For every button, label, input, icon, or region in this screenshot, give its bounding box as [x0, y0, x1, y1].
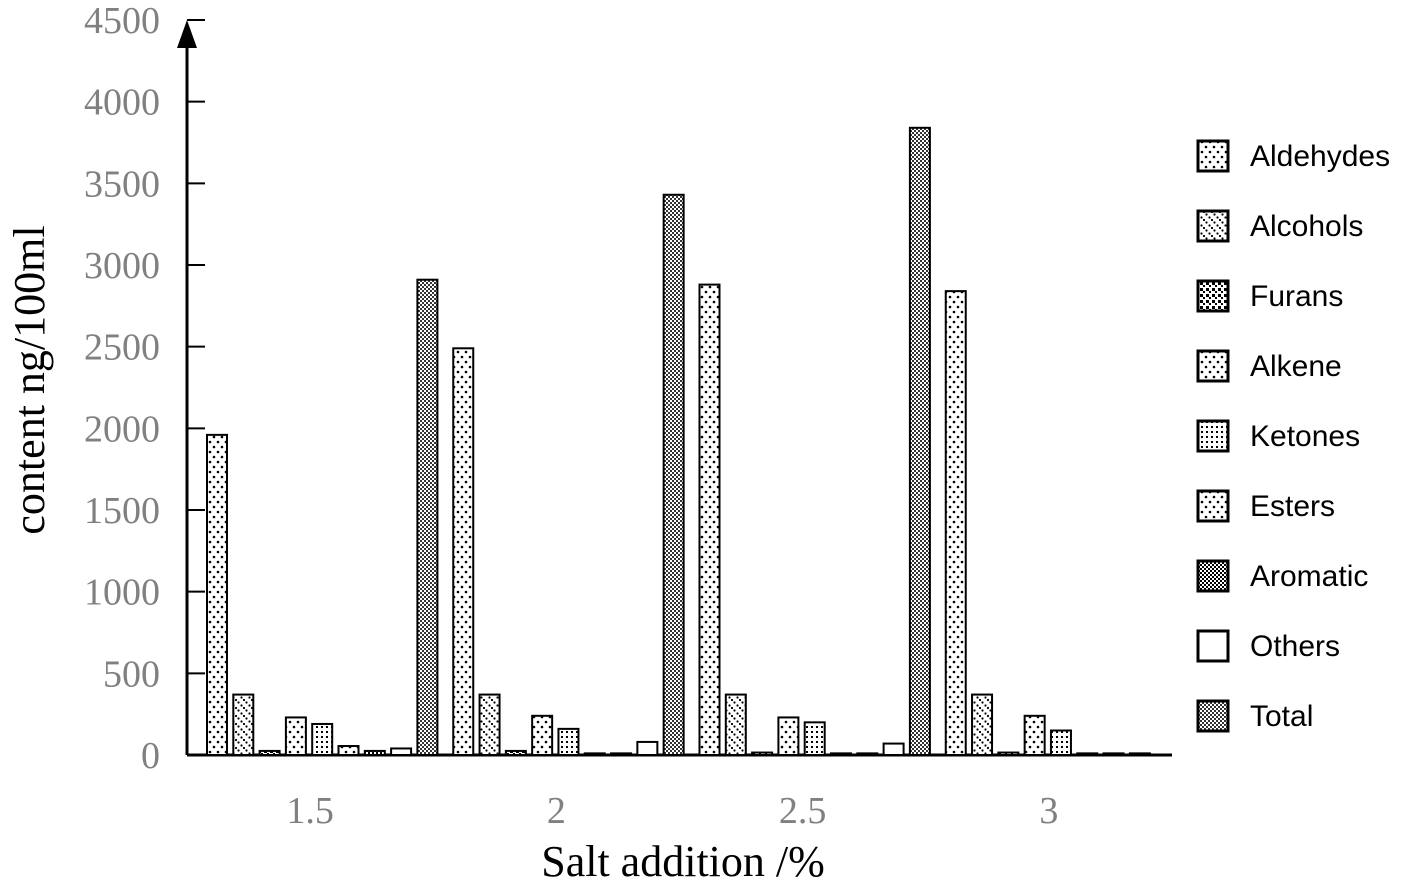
bar-aromatic	[610, 752, 633, 756]
x-tick-label: 3	[1039, 790, 1058, 832]
legend-swatch	[1196, 419, 1230, 453]
bar-alkene	[531, 714, 554, 756]
bar-others	[882, 742, 905, 756]
y-axis-title: content ng/100ml	[5, 225, 54, 534]
bar-total	[908, 126, 931, 757]
y-axis-ticks: 0 500 1000 1500 2000 2500 3000 3500 4000 4500	[84, 0, 205, 777]
bar-ketones	[557, 727, 580, 756]
bar-alcohols	[724, 693, 747, 756]
bar-aromatic	[856, 752, 879, 756]
bar-furans	[751, 751, 774, 756]
bar-alcohols	[232, 693, 255, 756]
bar-furans	[997, 751, 1020, 756]
legend-item-aldehydes: Aldehydes	[1250, 140, 1390, 173]
bar-esters	[583, 752, 606, 756]
legend-item-alkene: Alkene	[1250, 350, 1342, 383]
bar-alcohols	[971, 693, 994, 756]
legend-swatch	[1196, 699, 1230, 733]
bar-aromatic	[363, 749, 386, 757]
bar-total	[662, 193, 685, 756]
bar-aldehydes	[698, 283, 721, 756]
bar-others	[636, 740, 659, 757]
legend-swatch	[1196, 209, 1230, 243]
y-tick-label: 2000	[84, 408, 160, 450]
x-axis-title: Salt addition /%	[541, 837, 825, 883]
legend-item-total: Total	[1250, 700, 1313, 733]
legend-item-furans: Furans	[1250, 280, 1343, 313]
legend-swatch	[1196, 489, 1230, 523]
legend-swatch	[1196, 629, 1230, 663]
legend-swatch	[1196, 559, 1230, 593]
y-tick-label: 4500	[84, 0, 160, 42]
y-tick-label: 1500	[84, 490, 160, 532]
y-tick-label: 1000	[84, 572, 160, 614]
legend-swatch	[1196, 279, 1230, 313]
bar-esters	[1076, 752, 1099, 756]
bar-ketones	[803, 721, 826, 756]
x-tick-label: 2.5	[779, 790, 827, 832]
legend: Aldehydes Alcohols Furans Alkene Ketones Este…	[1196, 139, 1390, 733]
y-tick-label: 4000	[84, 82, 160, 124]
bar-esters	[337, 745, 360, 756]
legend-swatch	[1196, 349, 1230, 383]
y-tick-label: 2500	[84, 327, 160, 369]
bar-furans	[504, 749, 527, 757]
y-axis-arrow	[177, 20, 197, 48]
bar-alkene	[1023, 714, 1046, 756]
x-axis-ticks: 1.5 2 2.5 3	[286, 739, 1058, 832]
bar-alkene	[777, 716, 800, 757]
bar-ketones	[311, 722, 334, 757]
bars	[206, 126, 1151, 757]
bar-others	[1128, 752, 1151, 756]
y-tick-label: 3000	[84, 245, 160, 287]
x-tick-label: 1.5	[286, 790, 334, 832]
bar-aldehydes	[206, 433, 228, 756]
legend-item-aromatic: Aromatic	[1250, 560, 1368, 593]
legend-item-esters: Esters	[1250, 490, 1335, 523]
bar-total	[416, 278, 439, 756]
bar-furans	[258, 749, 281, 757]
bar-ketones	[1049, 729, 1072, 756]
bar-others	[390, 747, 413, 757]
x-tick-label: 2	[547, 790, 566, 832]
legend-swatch	[1196, 139, 1230, 173]
legend-item-ketones: Ketones	[1250, 420, 1360, 453]
legend-item-others: Others	[1250, 630, 1340, 663]
bar-alkene	[284, 716, 307, 757]
bar-aromatic	[1102, 752, 1125, 756]
bar-alcohols	[478, 693, 501, 756]
bar-aldehydes	[944, 290, 967, 756]
y-tick-label: 500	[103, 653, 160, 695]
bar-aldehydes	[452, 347, 475, 756]
y-tick-label: 3500	[84, 163, 160, 205]
y-tick-label: 0	[141, 735, 160, 777]
bar-esters	[830, 752, 852, 756]
legend-item-alcohols: Alcohols	[1250, 210, 1363, 243]
